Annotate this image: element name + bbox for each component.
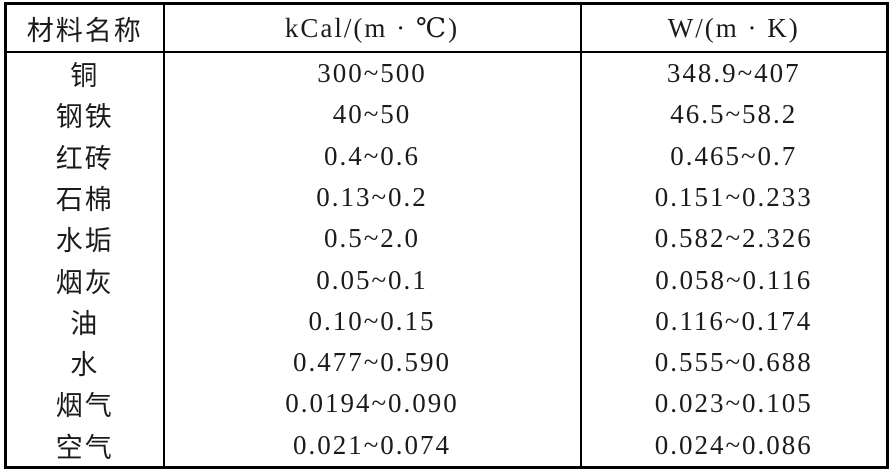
table-row: 油 0.10~0.15 0.116~0.174 <box>6 300 888 343</box>
cell-material: 红砖 <box>55 143 114 174</box>
table-row: 烟灰 0.05~0.1 0.058~0.116 <box>6 259 888 301</box>
cell-material: 油 <box>70 308 100 339</box>
table-row: 水 0.477~0.590 0.555~0.688 <box>6 342 888 384</box>
cell-watt-value: 0.555~0.688 <box>579 342 888 384</box>
cell-watt-value: 0.116~0.174 <box>579 300 888 343</box>
cell-watt-value: 0.151~0.233 <box>579 176 888 219</box>
cell-watt-value: 0.582~2.326 <box>579 218 888 260</box>
header-kcal-unit: kCal/(m · ℃) <box>162 3 581 53</box>
table-row: 钢铁 40~50 46.5~58.2 <box>6 94 888 136</box>
cell-watt-value: 0.023~0.105 <box>579 383 888 425</box>
cell-material: 石棉 <box>55 185 114 216</box>
cell-kcal-value: 0.477~0.590 <box>162 342 581 384</box>
table-row: 烟气 0.0194~0.090 0.023~0.105 <box>6 383 888 425</box>
header-row: 材料名称 kCal/(m · ℃) W/(m · K) <box>5 3 888 53</box>
cell-material: 铜 <box>70 61 100 92</box>
header-material-name: 材料名称 <box>5 3 164 53</box>
table-row: 水垢 0.5~2.0 0.582~2.326 <box>6 218 888 260</box>
materials-table: 材料名称 kCal/(m · ℃) W/(m · K) 铜 300~500 34… <box>4 2 889 469</box>
table-row: 石棉 0.13~0.2 0.151~0.233 <box>6 176 888 219</box>
cell-kcal-value: 0.4~0.6 <box>162 135 581 177</box>
table-row: 红砖 0.4~0.6 0.465~0.7 <box>6 135 888 177</box>
cell-kcal-value: 0.021~0.074 <box>162 424 581 468</box>
cell-kcal-value: 0.13~0.2 <box>162 176 581 219</box>
cell-material: 水 <box>70 350 100 381</box>
thermal-conductivity-table: 材料名称 kCal/(m · ℃) W/(m · K) 铜 300~500 34… <box>4 2 889 469</box>
cell-kcal-value: 0.0194~0.090 <box>162 383 581 425</box>
cell-material: 烟灰 <box>55 267 114 298</box>
cell-material: 水垢 <box>55 226 114 257</box>
header-watt-unit: W/(m · K) <box>579 3 888 53</box>
cell-watt-value: 0.024~0.086 <box>579 424 888 468</box>
cell-kcal-value: 40~50 <box>162 94 581 136</box>
table-row: 空气 0.021~0.074 0.024~0.086 <box>6 424 888 468</box>
cell-watt-value: 0.058~0.116 <box>579 259 888 301</box>
cell-kcal-value: 0.05~0.1 <box>162 259 581 301</box>
cell-watt-value: 0.465~0.7 <box>579 135 888 177</box>
cell-kcal-value: 0.10~0.15 <box>162 300 581 343</box>
cell-kcal-value: 300~500 <box>162 52 581 95</box>
cell-material: 钢铁 <box>55 102 114 133</box>
table-row: 铜 300~500 348.9~407 <box>6 52 888 95</box>
cell-kcal-value: 0.5~2.0 <box>162 218 581 260</box>
cell-watt-value: 46.5~58.2 <box>579 94 888 136</box>
cell-material: 烟气 <box>55 391 114 422</box>
cell-material: 空气 <box>55 432 114 463</box>
cell-watt-value: 348.9~407 <box>579 52 888 95</box>
